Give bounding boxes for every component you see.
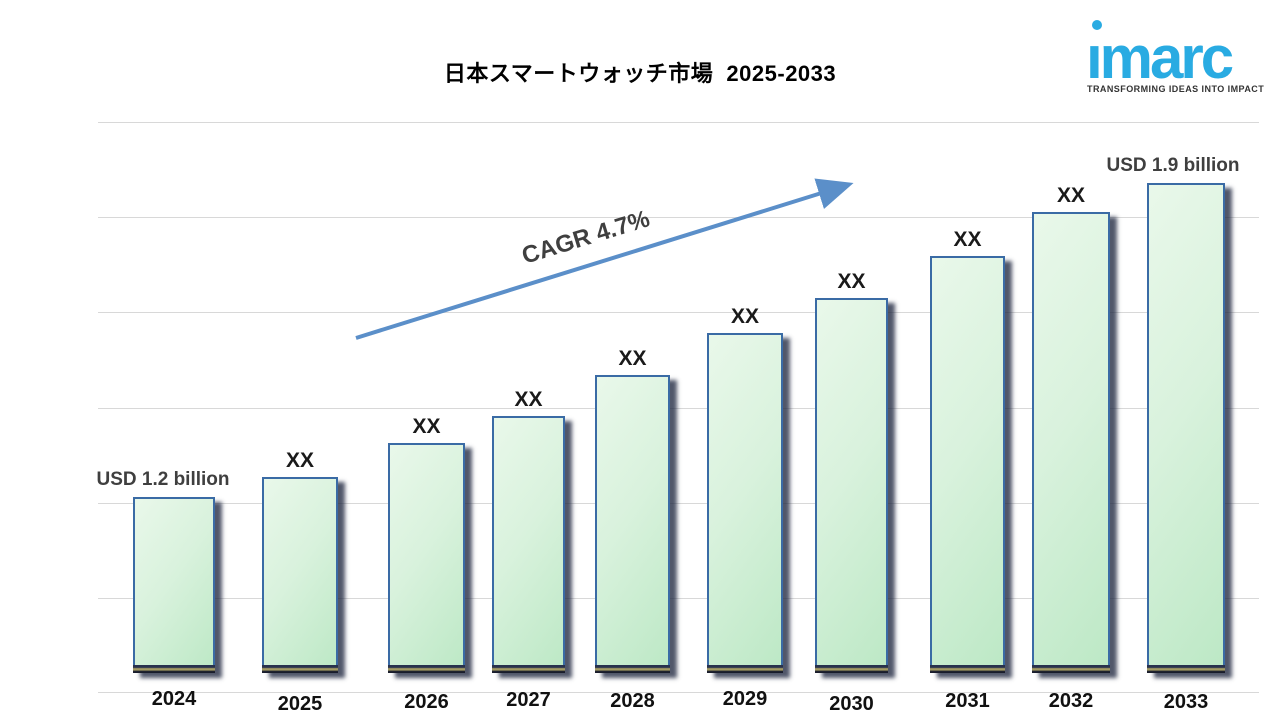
bar-value-label-2024: USD 1.2 billion [96, 469, 230, 490]
bar-value-label-2031: XX [953, 228, 982, 251]
gridline [98, 217, 1259, 218]
x-axis-label-2030: 2030 [829, 693, 874, 715]
x-axis-label-2026: 2026 [404, 691, 449, 713]
gridline [98, 692, 1259, 693]
x-axis-label-2027: 2027 [506, 689, 551, 711]
gridline [98, 503, 1259, 504]
x-axis-label-2033: 2033 [1163, 691, 1209, 713]
x-axis-label-2029: 2029 [722, 688, 768, 710]
logo-tagline: TRANSFORMING IDEAS INTO IMPACT [1087, 84, 1265, 94]
bar-value-label-2030: XX [837, 270, 866, 293]
bar-2026 [388, 443, 465, 673]
imarc-logo: ımarc TRANSFORMING IDEAS INTO IMPACT [1086, 14, 1266, 100]
bar-2033 [1147, 183, 1225, 673]
x-axis-label-2024: 2024 [151, 688, 197, 710]
logo-wordmark: ımarc [1086, 24, 1234, 91]
bar-2025 [262, 477, 338, 673]
bar-value-label-2029: XX [730, 305, 760, 328]
logo-i-dot-icon [1092, 20, 1102, 30]
bar-2028 [595, 375, 670, 673]
bar-value-label-2027: XX [514, 388, 543, 411]
bar-2031 [930, 256, 1005, 673]
bar-value-label-2028: XX [618, 347, 647, 370]
gridline [98, 598, 1259, 599]
bar-2027 [492, 416, 565, 673]
x-axis-label-2032: 2032 [1048, 690, 1094, 712]
bar-value-label-2025: XX [285, 449, 315, 472]
bar-value-label-2033: USD 1.9 billion [1106, 155, 1240, 176]
gridline [98, 122, 1259, 123]
bar-value-label-2026: XX [412, 415, 441, 438]
gridline [98, 312, 1259, 313]
cagr-trend-arrow-icon [355, 178, 854, 340]
chart-title: 日本スマートウォッチ市場 2025-2033 [443, 61, 837, 86]
gridline [98, 408, 1259, 409]
x-axis-label-2028: 2028 [610, 690, 655, 712]
x-axis-label-2025: 2025 [277, 693, 323, 715]
bar-2029 [707, 333, 783, 673]
bar-2024 [133, 497, 215, 673]
bar-2032 [1032, 212, 1110, 673]
x-axis-label-2031: 2031 [945, 690, 990, 712]
bar-value-label-2032: XX [1056, 184, 1086, 207]
bar-2030 [815, 298, 888, 673]
